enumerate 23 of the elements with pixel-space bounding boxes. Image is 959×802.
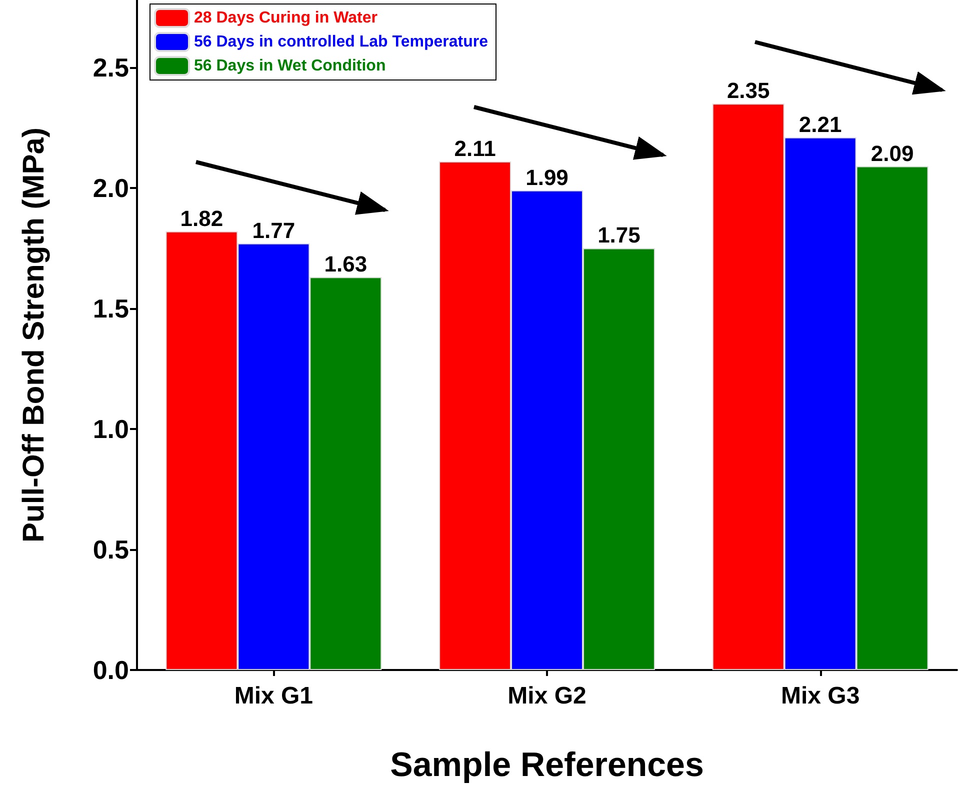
x-tick-label: Mix G3	[780, 682, 860, 710]
y-tick-label: 0.0	[92, 655, 129, 685]
data-label: 1.77	[252, 218, 296, 243]
y-tick-label: 2.0	[92, 172, 129, 203]
data-label: 2.21	[798, 112, 842, 137]
y-tick-label: 1.5	[92, 293, 129, 324]
data-label: 2.11	[454, 136, 496, 161]
data-label: 2.09	[870, 140, 914, 166]
data-label: 1.99	[526, 164, 568, 190]
y-tick-label: 1.0	[92, 414, 129, 444]
y-tick-label: 2.5	[92, 52, 129, 82]
y-tick-label: 0.5	[92, 534, 129, 564]
legend-label: 28 Days Curing in Water	[194, 10, 378, 26]
data-label: 2.35	[726, 78, 770, 104]
data-label: 1.82	[180, 206, 224, 231]
data-label: 1.75	[598, 222, 640, 248]
x-tick-label: Mix G2	[508, 682, 586, 710]
x-tick-label: Mix G1	[234, 682, 314, 710]
legend-label: 56 Days in controlled Lab Temperature	[194, 34, 488, 50]
y-axis-title: Pull-Off Bond Strength (MPa)	[18, 128, 50, 542]
x-axis-title: Sample References	[390, 746, 704, 784]
data-label: 1.63	[324, 252, 368, 277]
legend-label: 56 Days in Wet Condition	[194, 58, 386, 74]
